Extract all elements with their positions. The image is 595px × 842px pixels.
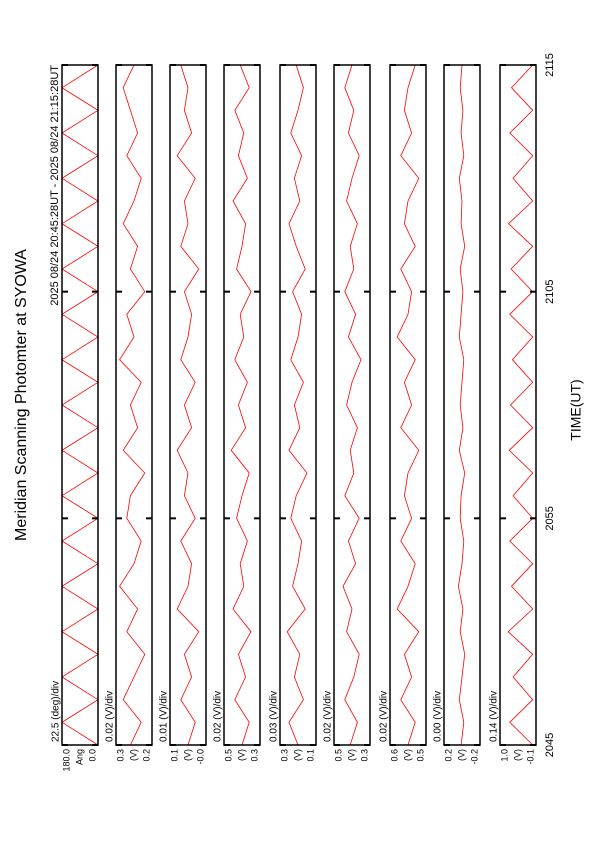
panel-frame bbox=[499, 64, 537, 746]
x-tick-label: 2055 bbox=[544, 506, 556, 530]
panel-frame bbox=[61, 64, 99, 746]
y-unit-label: (V) bbox=[236, 749, 246, 761]
data-line bbox=[61, 64, 99, 746]
y-unit-label: (V) bbox=[456, 749, 466, 761]
panel-frame bbox=[279, 64, 317, 746]
panel-frame bbox=[333, 64, 371, 746]
y-tick-label: 0.6 bbox=[389, 749, 399, 762]
panel-frame bbox=[223, 64, 261, 746]
chart-title: Meridian Scanning Photomter at SYOWA bbox=[13, 249, 30, 541]
scale-label: 22.5 (deg)/div bbox=[51, 681, 62, 742]
y-unit-label: (V) bbox=[402, 749, 412, 761]
scale-label: 0.02 (V)/div bbox=[379, 691, 390, 742]
y-tick-label: 0.1 bbox=[169, 749, 179, 762]
scale-label: 0.02 (V)/div bbox=[213, 691, 224, 742]
y-unit-label: (V) bbox=[128, 749, 138, 761]
scale-label: 0.01 (V)/div bbox=[159, 691, 170, 742]
data-line bbox=[119, 64, 146, 746]
y-tick-label: 0.3 bbox=[249, 749, 259, 762]
scale-label: 0.00 (V)/div bbox=[433, 691, 444, 742]
x-tick-label: 2115 bbox=[544, 53, 556, 77]
x-axis-label: TIME(UT) bbox=[568, 379, 584, 440]
rotated-chart: Meridian Scanning Photomter at SYOWA 202… bbox=[13, 53, 583, 771]
panel-frame bbox=[443, 64, 481, 746]
data-line bbox=[176, 64, 200, 746]
y-tick-label: -0.0 bbox=[195, 749, 205, 765]
x-tick-label: 2105 bbox=[544, 279, 556, 303]
scale-label: 0.14 (V)/div bbox=[489, 691, 500, 742]
data-line bbox=[286, 64, 308, 746]
y-unit-label: (V) bbox=[346, 749, 356, 761]
y-tick-label: 0.0 bbox=[87, 749, 97, 762]
data-line bbox=[396, 64, 420, 746]
data-line bbox=[457, 64, 466, 746]
y-tick-label: -0.2 bbox=[469, 749, 479, 765]
y-tick-label: 0.1 bbox=[305, 749, 315, 762]
x-tick-label: 2045 bbox=[544, 733, 556, 757]
y-tick-label: 0.5 bbox=[333, 749, 343, 762]
panel-frame bbox=[169, 64, 207, 746]
scale-label: 0.02 (V)/div bbox=[105, 691, 116, 742]
y-tick-label: 0.2 bbox=[141, 749, 151, 762]
panel-frame bbox=[115, 64, 153, 746]
scale-label: 0.03 (V)/div bbox=[269, 691, 280, 742]
data-line bbox=[342, 64, 362, 746]
y-tick-label: 1.0 bbox=[499, 749, 509, 762]
y-tick-label: -0.1 bbox=[525, 749, 535, 765]
y-unit-label: (V) bbox=[512, 749, 522, 761]
data-line bbox=[230, 64, 252, 746]
y-tick-label: 0.5 bbox=[415, 749, 425, 762]
y-tick-label: 0.3 bbox=[359, 749, 369, 762]
y-unit-label: (V) bbox=[292, 749, 302, 761]
panel-frame bbox=[389, 64, 427, 746]
chart-subtitle: 2025 08/24 20:45:28UT - 2025 08/24 21:15… bbox=[49, 65, 61, 306]
y-tick-label: 0.3 bbox=[115, 749, 125, 762]
y-tick-label: 0.3 bbox=[279, 749, 289, 762]
scale-label: 0.02 (V)/div bbox=[323, 691, 334, 742]
data-line bbox=[507, 64, 534, 746]
y-unit-label: (V) bbox=[182, 749, 192, 761]
y-tick-label: 0.2 bbox=[443, 749, 453, 762]
y-tick-label: 180.0 bbox=[61, 749, 71, 772]
y-unit-label: Ang bbox=[74, 749, 84, 765]
y-tick-label: 0.5 bbox=[223, 749, 233, 762]
